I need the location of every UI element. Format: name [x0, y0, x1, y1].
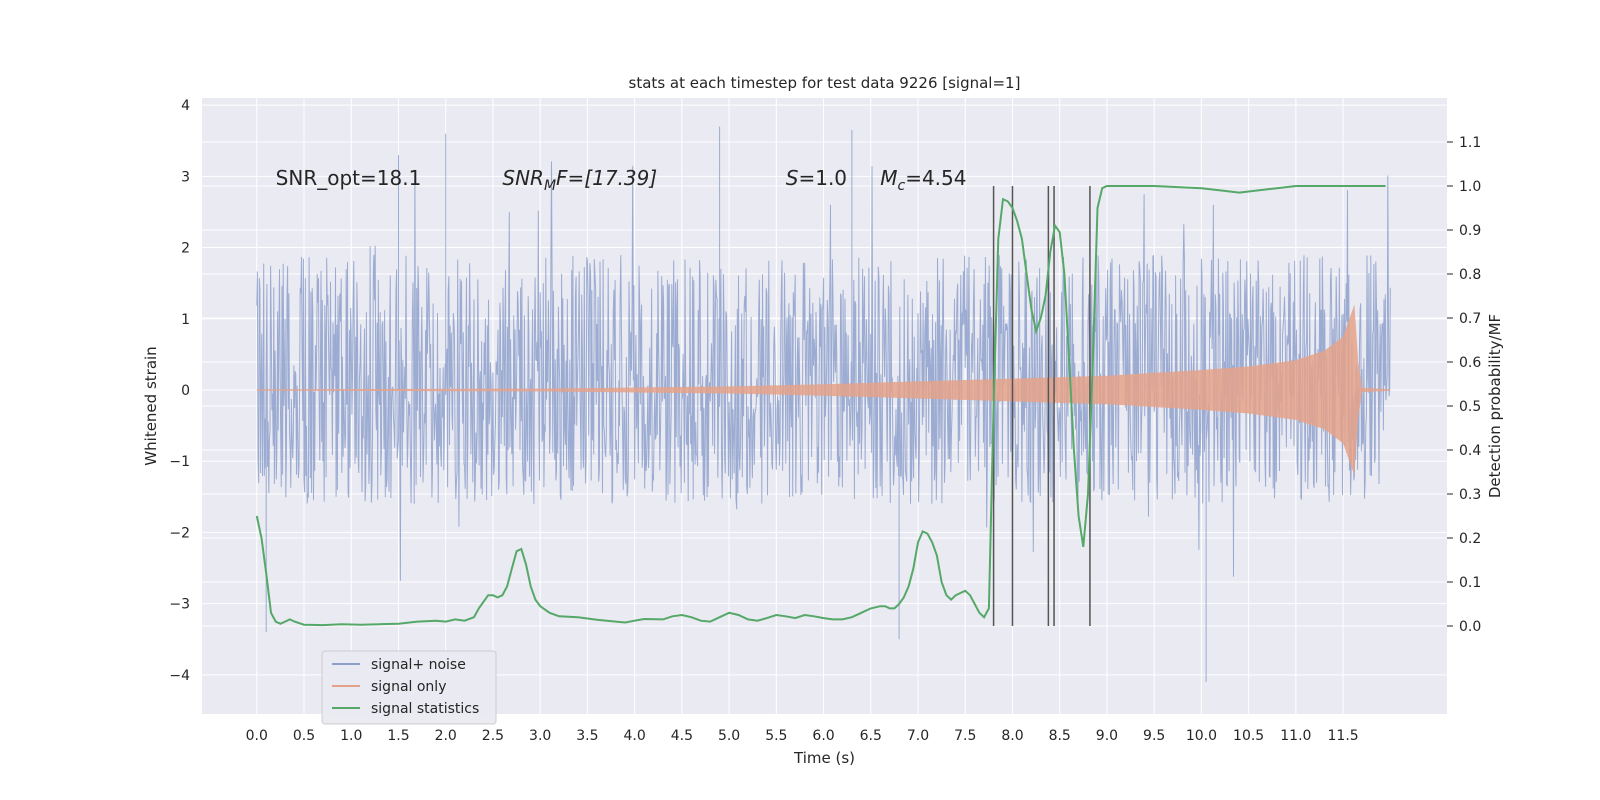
x-axis-ticks: 0.0 0.5 1.0 1.5 2.0 2.5 3.0 3.5 4.0 4.5 5.0 5.5 6.0 6… [246, 728, 1359, 744]
x-tick-label: 5.0 [718, 728, 740, 744]
x-tick-label: 6.5 [860, 728, 882, 744]
legend-label-signal-only: signal only [371, 679, 446, 695]
legend-label-signal-statistics: signal statistics [371, 701, 479, 717]
annotation-mc-sub: c [897, 178, 905, 194]
x-tick-label: 8.5 [1049, 728, 1071, 744]
annotation-mc: Mc=4.54 [880, 166, 966, 194]
x-tick-label: 9.5 [1143, 728, 1165, 744]
x-tick-label: 11.5 [1328, 728, 1359, 744]
y-right-tick-label: 1.1 [1459, 135, 1481, 151]
y-right-tick-label: 0.1 [1459, 575, 1481, 591]
y-left-tick-label: −3 [169, 597, 190, 613]
x-tick-label: 1.5 [387, 728, 409, 744]
annotation-s-base: S [786, 166, 799, 190]
x-tick-label: 4.0 [623, 728, 645, 744]
series-signal-statistics [255, 185, 1386, 627]
y-right-tick-label: 0.3 [1459, 487, 1481, 503]
y-left-tick-label: 2 [181, 241, 190, 257]
x-tick-label: 2.0 [435, 728, 457, 744]
y-right-tick-label: 0.2 [1459, 531, 1481, 547]
legend: signal+ noise signal only signal statist… [321, 650, 497, 725]
x-tick-label: 2.5 [482, 728, 504, 744]
y-left-tick-label: −1 [169, 454, 190, 470]
x-tick-label: 10.5 [1233, 728, 1264, 744]
x-tick-label: 4.5 [671, 728, 693, 744]
annotation-snr-mf-base: SNR [502, 166, 544, 190]
y-right-tick-label: 1.0 [1459, 179, 1481, 195]
x-tick-label: 6.0 [812, 728, 834, 744]
legend-label-signal-plus-noise: signal+ noise [371, 657, 466, 673]
y-left-tick-label: 3 [181, 169, 190, 185]
chart-title: stats at each timestep for test data 922… [629, 74, 1021, 92]
annotation-s-rest: =1.0 [798, 166, 847, 190]
x-tick-label: 7.0 [907, 728, 929, 744]
x-tick-label: 11.0 [1280, 728, 1311, 744]
y-right-tick-label: 0.4 [1459, 443, 1481, 459]
y-right-axis-label: Detection probability/MF [1486, 314, 1504, 498]
y-right-tick-label: 0.5 [1459, 399, 1481, 415]
annotation-mc-rest: =4.54 [905, 166, 966, 190]
legend-box [321, 650, 497, 725]
y-left-tick-label: 0 [181, 383, 190, 399]
x-tick-label: 10.0 [1186, 728, 1217, 744]
x-tick-label: 0.0 [246, 728, 268, 744]
x-tick-label: 3.0 [529, 728, 551, 744]
series-signal-plus-noise [256, 126, 1391, 682]
y-left-axis-ticks: −4 −3 −2 −1 0 1 2 3 4 [169, 98, 190, 684]
annotation-snr-mf-rest: F=[17.39] [556, 166, 657, 190]
series-signal-only [256, 304, 1391, 476]
x-tick-label: 9.0 [1096, 728, 1118, 744]
x-tick-label: 1.0 [340, 728, 362, 744]
x-axis-label: Time (s) [793, 749, 855, 767]
y-right-tick-label: 0.8 [1459, 267, 1481, 283]
y-left-tick-label: −4 [169, 668, 190, 684]
y-right-axis-ticks: 0.0 0.1 0.2 0.3 0.4 0.5 0.6 0.7 0.8 0.9 1.0 1.1 [1447, 135, 1481, 635]
y-right-tick-label: 0.0 [1459, 619, 1481, 635]
x-tick-label: 8.0 [1001, 728, 1023, 744]
y-right-tick-label: 0.7 [1459, 311, 1481, 327]
x-tick-label: 0.5 [293, 728, 315, 744]
y-left-tick-label: −2 [169, 525, 190, 541]
annotation-mc-base: M [880, 166, 897, 190]
annotation-snr-mf-sub: M [544, 178, 556, 194]
y-left-axis-label: Whitened strain [142, 346, 160, 465]
plot-area [255, 126, 1391, 682]
x-tick-label: 3.5 [576, 728, 598, 744]
y-left-tick-label: 1 [181, 312, 190, 328]
x-tick-label: 7.5 [954, 728, 976, 744]
y-left-tick-label: 4 [181, 98, 190, 114]
annotation-snr-opt: SNR_opt=18.1 [276, 166, 422, 190]
annotation-s: S=1.0 [786, 166, 847, 190]
x-tick-label: 5.5 [765, 728, 787, 744]
y-right-tick-label: 0.6 [1459, 355, 1481, 371]
y-right-tick-label: 0.9 [1459, 223, 1481, 239]
annotation-snr-mf: SNRMF=[17.39] [502, 166, 657, 194]
vertical-markers [992, 186, 1091, 626]
